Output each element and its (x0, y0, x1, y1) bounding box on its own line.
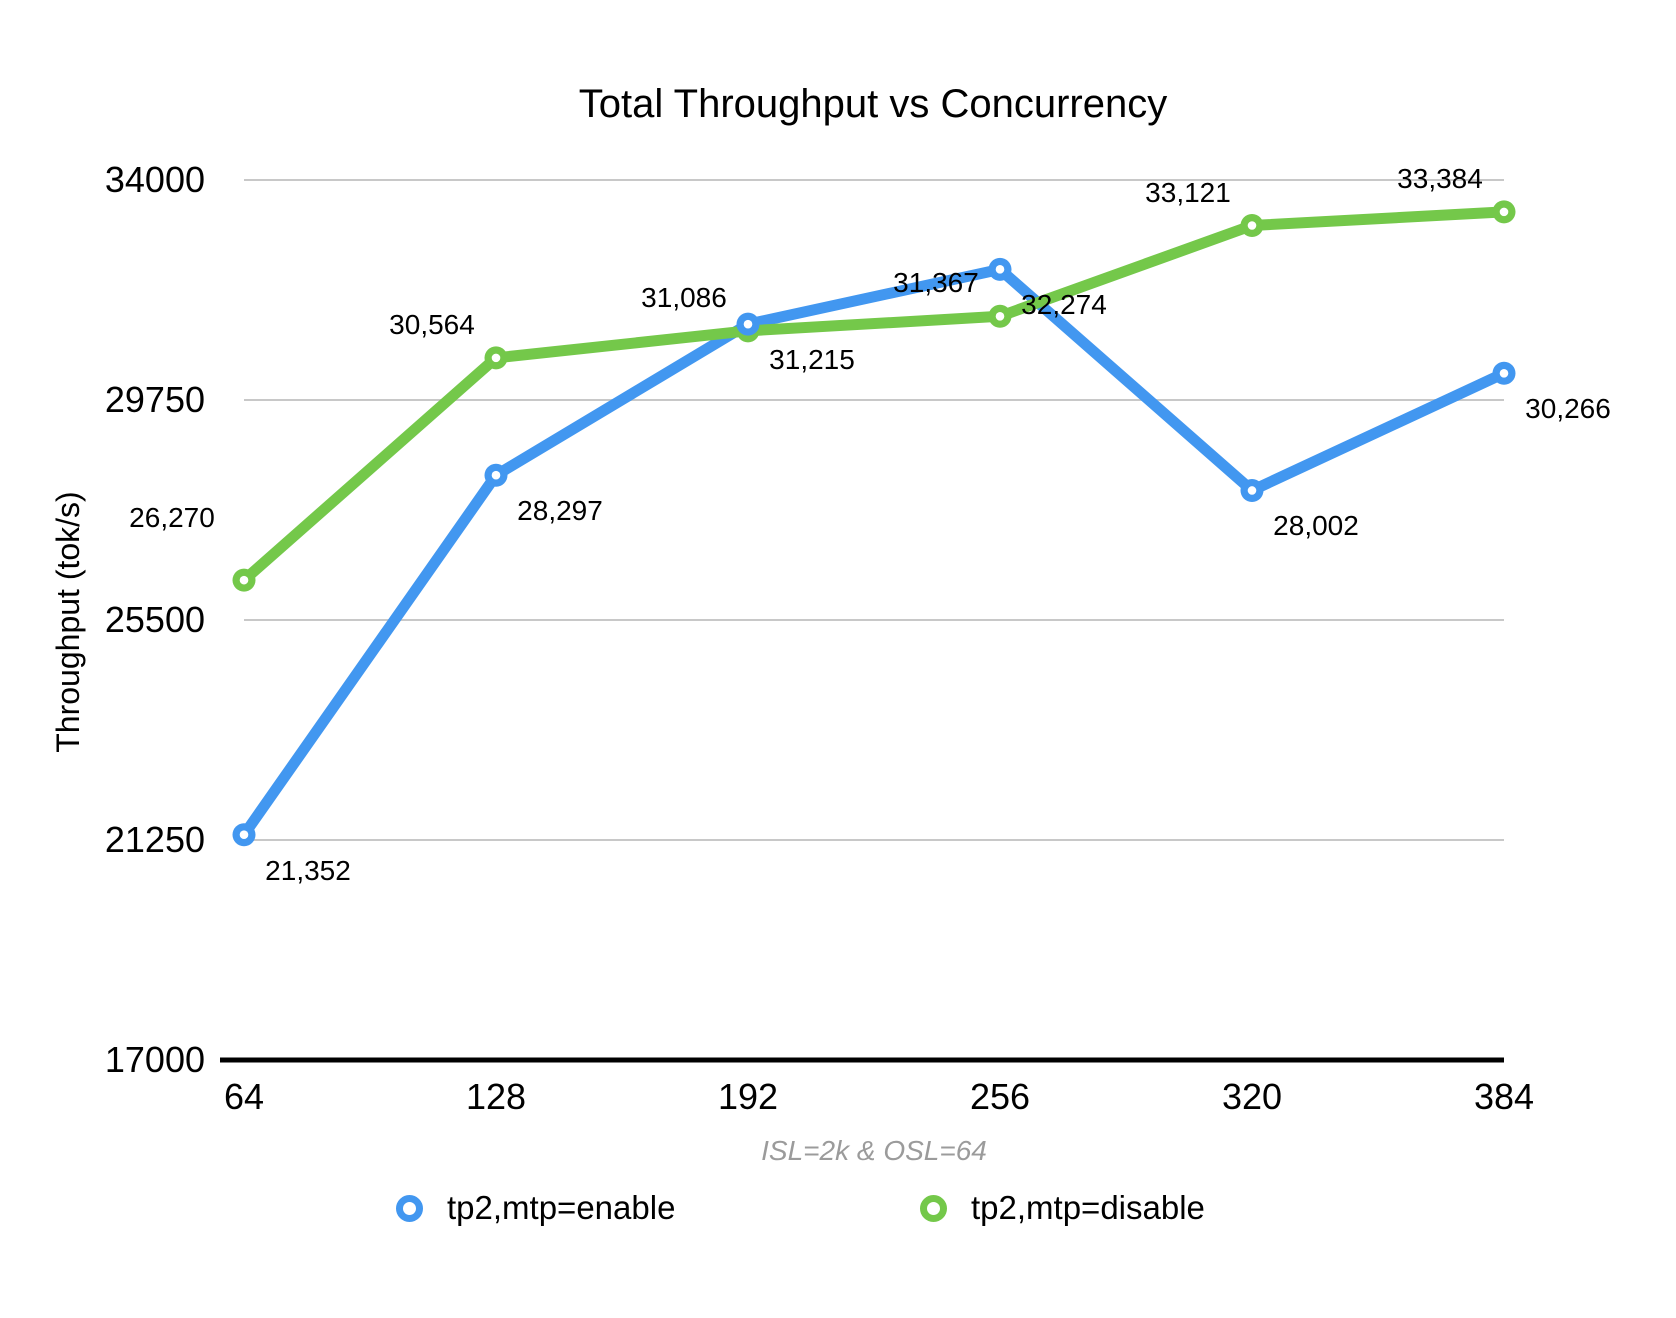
legend-item-tp2-mtp-enable: tp2,mtp=enable (396, 1188, 675, 1228)
y-tick-label: 17000 (104, 1039, 205, 1080)
x-tick-label: 128 (465, 1076, 527, 1117)
x-tick-label: 384 (1473, 1076, 1535, 1117)
data-point-marker-center (743, 319, 753, 329)
legend-item-tp2-mtp-disable: tp2,mtp=disable (920, 1188, 1205, 1228)
data-point-marker-center (1499, 207, 1509, 217)
data-label: 31,367 (893, 267, 979, 299)
data-label: 32,274 (1021, 289, 1107, 321)
legend-ring-icon-green (920, 1194, 947, 1222)
data-point-marker-center (239, 830, 249, 840)
data-point-marker-center (1247, 486, 1257, 495)
data-label: 21,352 (265, 854, 351, 886)
series-line-tp2-mtp-disable (238, 206, 1510, 586)
data-label: 33,121 (1145, 176, 1231, 208)
y-axis-title: Throughput (tok/s) (50, 491, 86, 753)
y-tick-label: 34000 (104, 159, 205, 200)
data-point-marker-center (1499, 368, 1509, 378)
data-point-marker-center (491, 470, 501, 480)
data-point-marker-center (239, 575, 249, 585)
data-label: 31,086 (641, 281, 727, 313)
y-tick-label: 25500 (104, 599, 205, 640)
series-line-tp2-mtp-enable (238, 263, 1510, 841)
data-point-marker-center (1247, 221, 1257, 230)
legend-label: tp2,mtp=enable (447, 1189, 676, 1226)
data-point-marker-center (491, 353, 501, 363)
x-tick-label: 192 (717, 1076, 779, 1117)
y-tick-label: 29750 (104, 379, 205, 420)
data-point-marker-center (995, 265, 1005, 274)
data-label: 28,297 (517, 495, 603, 527)
data-label: 33,384 (1397, 162, 1483, 194)
x-tick-label: 320 (1221, 1076, 1283, 1117)
y-tick-label: 21250 (104, 819, 205, 860)
data-label: 30,266 (1525, 393, 1611, 425)
legend-ring-icon-blue (396, 1194, 423, 1222)
legend-label: tp2,mtp=disable (971, 1189, 1205, 1226)
x-tick-label: 256 (969, 1076, 1031, 1117)
data-point-marker-center (995, 311, 1005, 321)
x-axis-note: ISL=2k & OSL=64 (761, 1135, 987, 1166)
data-label: 31,215 (769, 344, 855, 376)
data-label: 28,002 (1273, 510, 1359, 542)
data-label: 26,270 (129, 502, 215, 534)
x-tick-label: 64 (223, 1076, 265, 1117)
data-label: 30,564 (389, 308, 475, 340)
chart-title: Total Throughput vs Concurrency (578, 82, 1168, 126)
